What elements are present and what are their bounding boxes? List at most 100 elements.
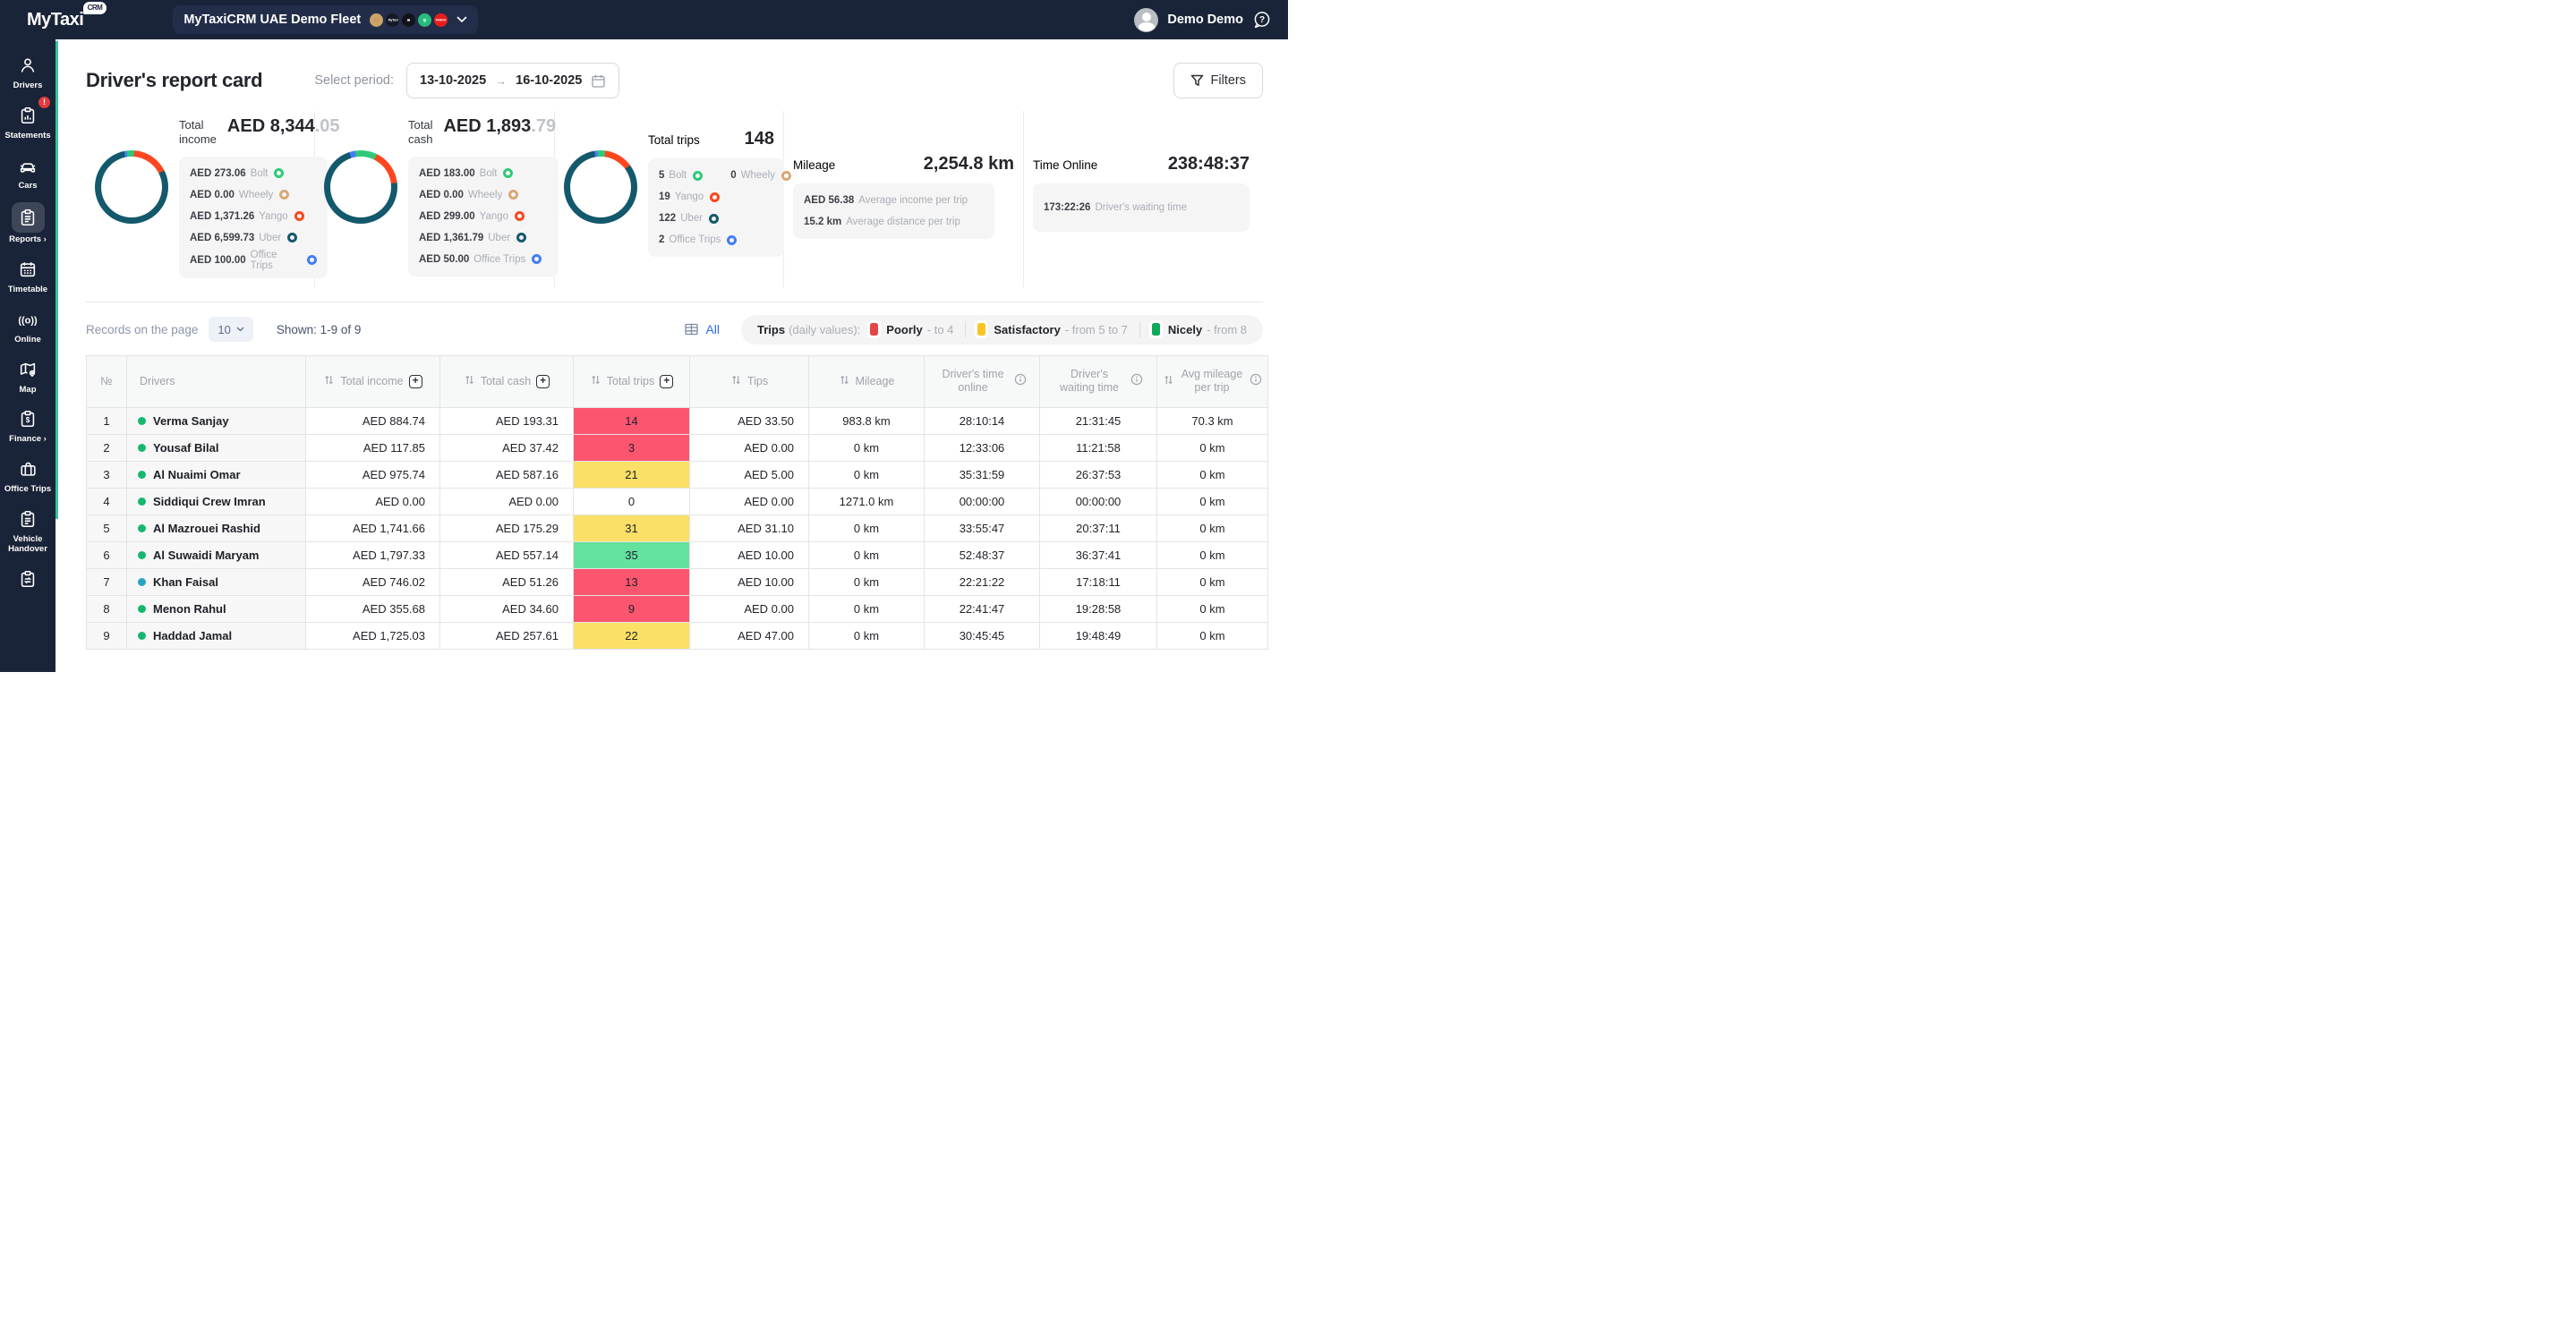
handover2-icon [12,566,44,592]
alert-badge: ! [38,96,50,108]
breakdown-platform: Average distance per trip [846,217,960,227]
cell-mileage: 0 km [808,460,925,489]
platform-ring-icon [287,233,298,242]
drivers-icon [12,52,44,79]
cell-num: 4 [86,487,127,515]
chevron-down-icon [236,327,244,332]
sidebar-item-reports[interactable]: Reports › [0,201,55,245]
sort-icon[interactable] [590,374,601,389]
cell-driver[interactable]: Al Suwaidi Maryam [126,540,306,569]
show-all-link[interactable]: All [685,322,720,336]
sidebar-item-online[interactable]: ((o)) Online [0,306,55,345]
records-per-page-select[interactable]: 10 [209,317,253,342]
table-row: 3 Al Nuaimi Omar AED 975.74 AED 587.16 21 AED… [86,460,1268,489]
cell-cash: AED 0.00 [439,487,574,515]
platform-ring-icon [693,170,704,181]
sidebar-item-statements[interactable]: ! Statements [0,96,55,141]
cell-mileage: 0 km [808,514,925,542]
cash-row: AED 1,361.79 Uber [419,228,548,248]
cell-trips: 14 [573,406,690,435]
trips-row: 2 Office Trips [659,230,773,250]
fleet-selector[interactable]: MyTaxiCRM UAE Demo Fleet MyTaxi YANGO [173,5,479,34]
sidebar-item-timetable[interactable]: Timetable [0,256,55,295]
sidebar-item-more[interactable] [0,566,55,592]
table-row: 8 Menon Rahul AED 355.68 AED 34.60 9 AED 0.00… [86,594,1268,623]
table-row: 2 Yousaf Bilal AED 117.85 AED 37.42 3 AED 0.0… [86,433,1268,462]
add-column-button[interactable]: + [536,374,550,388]
sidebar-item-finance[interactable]: $ Finance › [0,405,55,445]
cell-driver[interactable]: Menon Rahul [126,594,306,623]
sidebar-item-label: Online [14,334,41,345]
column-header-num: № [86,354,127,408]
sort-icon[interactable] [1163,374,1174,389]
column-header-avg[interactable]: Avg mileage per trip [1156,354,1268,408]
platform-ring-icon [279,190,290,200]
sort-icon[interactable] [464,374,475,389]
uber-platform-icon [402,13,416,27]
sidebar-item-drivers[interactable]: Drivers [0,52,55,91]
table-row: 9 Haddad Jamal AED 1,725.03 AED 257.61 22 AED… [86,621,1268,650]
cell-avg: 0 km [1156,433,1268,462]
top-bar: MyTaxi CRM MyTaxiCRM UAE Demo Fleet MyTa… [0,0,1288,39]
column-header-cash[interactable]: Total cash + [439,354,574,408]
cell-driver[interactable]: Haddad Jamal [126,621,306,650]
time-online-row: 173:22:26 Driver's waiting time [1044,198,1239,217]
card-mileage: Mileage 2,254.8 km AED 56.38 Average inco… [784,111,1024,287]
avatar[interactable] [1134,7,1159,32]
cell-num: 9 [86,621,127,650]
income-row: AED 0.00 Wheely [190,185,317,205]
timetable-icon [12,256,44,283]
cell-trips: 0 [573,487,690,515]
sort-icon[interactable] [839,374,850,389]
cell-driver[interactable]: Siddiqui Crew Imran [126,487,306,515]
breakdown-platform: Driver's waiting time [1095,202,1187,213]
card-total-income: Total income AED 8,344.05 AED 273.06 Bolt… [86,111,340,287]
info-icon[interactable] [1250,373,1262,389]
finance-icon: $ [12,405,44,432]
cell-online: 22:21:22 [924,567,1040,596]
column-header-mileage[interactable]: Mileage [808,354,925,408]
cell-online: 35:31:59 [924,460,1040,489]
cell-driver[interactable]: Al Nuaimi Omar [126,460,306,489]
sort-icon[interactable] [323,374,335,389]
cell-income: AED 975.74 [305,460,440,489]
driver-name: Verma Sanjay [153,413,229,428]
cell-driver[interactable]: Khan Faisal [126,567,306,596]
sidebar-item-cars[interactable]: Cars [0,152,55,191]
column-header-income[interactable]: Total income + [305,354,440,408]
info-icon[interactable] [1130,373,1143,389]
legend-label: Satisfactory [994,322,1061,336]
filters-button[interactable]: Filters [1173,63,1263,98]
date-from[interactable]: 13-10-2025 [420,73,487,88]
info-icon[interactable] [1014,373,1027,389]
date-arrow-icon: → [495,73,508,88]
column-header-tips[interactable]: Tips [689,354,809,408]
sort-icon[interactable] [730,374,742,389]
legend-range: - from 5 to 7 [1064,322,1128,336]
date-to[interactable]: 16-10-2025 [516,73,583,88]
income-label: Total income [179,118,217,147]
trips-value: 148 [744,129,774,149]
cell-mileage: 1271.0 km [808,487,925,515]
filters-label: Filters [1210,73,1246,88]
app-logo[interactable]: MyTaxi CRM [27,1,107,30]
column-header-trips[interactable]: Total trips + [573,354,690,408]
cell-tips: AED 31.10 [689,514,809,542]
help-icon[interactable]: ? [1252,10,1272,30]
cell-driver[interactable]: Verma Sanjay [126,406,306,435]
cell-driver[interactable]: Yousaf Bilal [126,433,306,462]
sidebar-item-office-trips[interactable]: Office Trips [0,455,55,495]
add-column-button[interactable]: + [408,374,422,388]
cell-cash: AED 34.60 [439,594,574,623]
add-column-button[interactable]: + [660,374,674,388]
sidebar-item-vehicle-handover[interactable]: Vehicle Handover [0,506,55,555]
platform-ring-icon [709,213,720,224]
online-icon: ((o)) [12,306,44,333]
cell-trips: 22 [573,621,690,650]
cell-cash: AED 557.14 [439,540,574,569]
sidebar-item-map[interactable]: Map [0,356,55,396]
column-label: Tips [746,374,769,387]
income-donut-chart [95,150,168,224]
date-range-picker[interactable]: 13-10-2025 → 16-10-2025 [406,63,620,98]
cell-driver[interactable]: Al Mazrouei Rashid [126,514,306,542]
